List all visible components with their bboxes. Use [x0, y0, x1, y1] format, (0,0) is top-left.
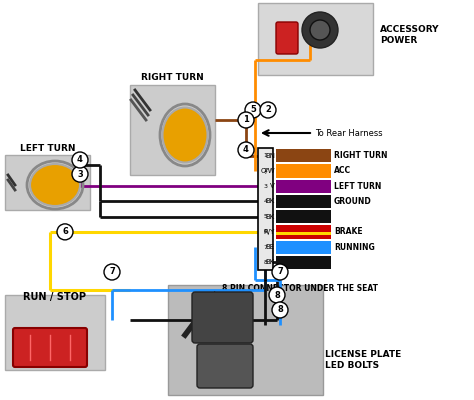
Text: 2: 2	[264, 168, 267, 173]
FancyBboxPatch shape	[192, 292, 253, 343]
Bar	[276, 232, 331, 235]
Bar	[276, 240, 331, 254]
Text: 5: 5	[264, 214, 267, 219]
Text: 6: 6	[62, 227, 68, 236]
Text: RUN / STOP: RUN / STOP	[24, 292, 86, 302]
Text: BRAKE: BRAKE	[334, 227, 363, 236]
Bar	[276, 195, 331, 208]
Circle shape	[72, 152, 88, 168]
Text: LICENSE PLATE
LED BOLTS: LICENSE PLATE LED BOLTS	[325, 350, 401, 370]
Text: ACC: ACC	[334, 166, 351, 175]
FancyBboxPatch shape	[276, 22, 298, 54]
Circle shape	[104, 264, 120, 280]
Text: 4: 4	[264, 199, 267, 204]
Text: RIGHT TURN: RIGHT TURN	[334, 151, 388, 160]
Text: 7: 7	[277, 268, 283, 276]
Ellipse shape	[163, 108, 208, 162]
Text: 4: 4	[77, 156, 83, 164]
Text: 1: 1	[264, 153, 267, 158]
Bar	[276, 225, 331, 238]
Text: V: V	[270, 183, 275, 189]
Text: BK: BK	[266, 198, 275, 204]
FancyBboxPatch shape	[168, 285, 323, 395]
Circle shape	[310, 20, 330, 40]
Circle shape	[272, 264, 288, 280]
Text: RIGHT TURN: RIGHT TURN	[141, 73, 203, 82]
Circle shape	[272, 302, 288, 318]
Text: 5: 5	[250, 106, 256, 114]
Text: 8: 8	[264, 260, 267, 265]
Circle shape	[57, 224, 73, 240]
Text: GROUND: GROUND	[334, 197, 372, 206]
Text: 3: 3	[264, 184, 267, 189]
Text: 8: 8	[274, 290, 280, 300]
Text: R/Y: R/Y	[264, 229, 275, 235]
FancyBboxPatch shape	[197, 344, 253, 388]
Text: 1: 1	[243, 116, 249, 124]
Text: RUNNING: RUNNING	[334, 243, 375, 252]
Text: 8 PIN CONNECTOR UNDER THE SEAT: 8 PIN CONNECTOR UNDER THE SEAT	[222, 284, 379, 293]
Bar	[276, 210, 331, 223]
Bar	[276, 164, 331, 178]
Bar	[276, 256, 331, 269]
Circle shape	[245, 102, 261, 118]
Circle shape	[238, 112, 254, 128]
Bar	[276, 180, 331, 193]
Circle shape	[269, 287, 285, 303]
Text: ACCESSORY
POWER: ACCESSORY POWER	[380, 25, 439, 45]
Bar	[258, 148, 273, 270]
Circle shape	[72, 166, 88, 182]
Bar	[276, 149, 331, 162]
Text: -: -	[264, 275, 267, 285]
Text: 4: 4	[243, 146, 249, 154]
Text: BK: BK	[266, 214, 275, 220]
FancyBboxPatch shape	[5, 155, 90, 210]
Text: 7: 7	[264, 245, 267, 250]
Text: To Rear Harness: To Rear Harness	[315, 128, 383, 138]
Text: 6: 6	[264, 229, 267, 234]
Text: 8: 8	[277, 306, 283, 314]
Circle shape	[238, 142, 254, 158]
Text: 3: 3	[77, 170, 83, 179]
FancyBboxPatch shape	[258, 3, 373, 75]
FancyBboxPatch shape	[5, 295, 105, 370]
Text: O/W: O/W	[260, 168, 275, 174]
Text: 2: 2	[265, 106, 271, 114]
Text: BK: BK	[266, 259, 275, 265]
Text: LEFT TURN: LEFT TURN	[334, 182, 382, 191]
Text: LEFT TURN: LEFT TURN	[20, 144, 75, 153]
FancyBboxPatch shape	[13, 328, 87, 367]
Circle shape	[260, 102, 276, 118]
Text: BE: BE	[266, 244, 275, 250]
Text: 7: 7	[109, 268, 115, 276]
Circle shape	[302, 12, 338, 48]
Ellipse shape	[30, 164, 80, 206]
FancyBboxPatch shape	[130, 85, 215, 175]
Text: BN: BN	[265, 153, 275, 159]
